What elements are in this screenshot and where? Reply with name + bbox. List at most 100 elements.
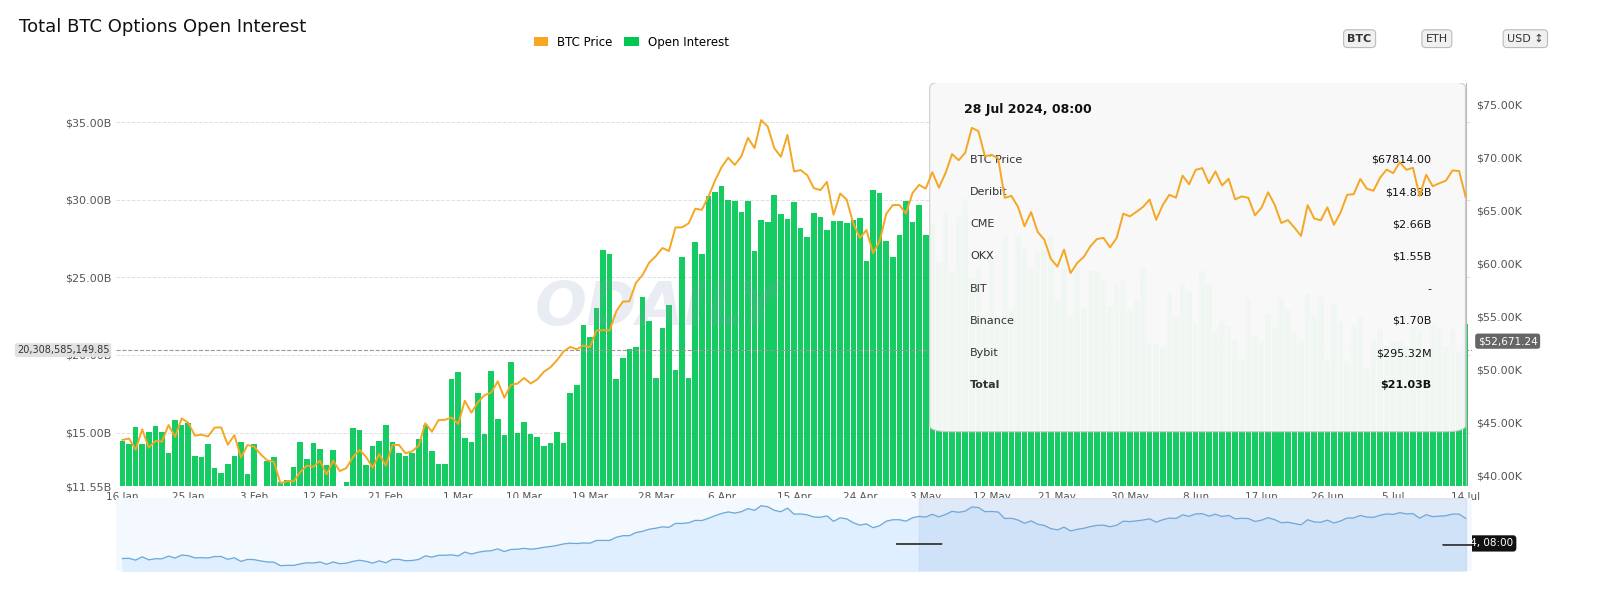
Bar (134, 427, 138, 595)
Bar (1305, 294, 1310, 595)
Bar (1463, 324, 1469, 595)
Bar (792, 202, 796, 595)
Bar (323, 465, 330, 595)
Bar (417, 439, 422, 595)
Bar (198, 457, 204, 595)
Bar (1054, 300, 1060, 595)
Text: 20,308,585,149.85: 20,308,585,149.85 (16, 345, 109, 355)
Bar (1358, 317, 1363, 595)
Bar (1364, 369, 1369, 595)
Text: 28 Jul 2024, 08:00: 28 Jul 2024, 08:00 (964, 104, 1091, 117)
Bar (1331, 305, 1337, 595)
Bar (541, 446, 547, 595)
Bar (870, 190, 875, 595)
Bar (581, 325, 586, 595)
Bar (692, 242, 698, 595)
Bar (515, 433, 520, 595)
Bar (600, 250, 607, 595)
Bar (837, 221, 843, 595)
Bar (370, 446, 375, 595)
Bar (1430, 324, 1435, 595)
Bar (402, 456, 409, 595)
Bar (685, 378, 692, 595)
Bar (1403, 346, 1409, 595)
Text: $21.03B: $21.03B (1381, 380, 1432, 390)
Bar (562, 443, 566, 595)
Bar (679, 256, 685, 595)
Bar (1213, 330, 1218, 595)
Bar (1437, 328, 1442, 595)
Bar (1279, 298, 1284, 595)
Bar (739, 212, 745, 595)
Bar (587, 337, 592, 595)
Bar (468, 442, 475, 595)
Bar (706, 196, 711, 595)
Bar (1397, 341, 1403, 595)
Bar (917, 205, 922, 595)
Bar (698, 254, 705, 595)
Bar (1252, 336, 1258, 595)
Bar (449, 378, 454, 595)
Bar (1028, 268, 1035, 595)
Bar (574, 384, 579, 595)
Bar (673, 370, 679, 595)
Bar (528, 434, 534, 595)
Bar (146, 433, 151, 595)
Text: $1.55B: $1.55B (1392, 252, 1432, 261)
Bar (455, 372, 462, 595)
Bar (238, 442, 243, 595)
Text: ODAILY: ODAILY (536, 279, 782, 339)
Bar (1443, 346, 1448, 595)
Bar (896, 234, 903, 595)
Bar (1199, 271, 1205, 595)
Bar (351, 428, 356, 595)
Bar (798, 228, 803, 595)
Bar (1094, 271, 1099, 595)
Bar (496, 419, 500, 595)
Bar (830, 221, 837, 595)
Bar (924, 235, 928, 595)
Bar (943, 213, 948, 595)
Bar (851, 220, 856, 595)
Bar (930, 224, 935, 595)
Bar (1160, 347, 1165, 595)
Bar (956, 217, 962, 595)
Bar (613, 379, 619, 595)
Bar (909, 222, 916, 595)
Bar (172, 420, 179, 595)
Bar (804, 236, 809, 595)
Bar (257, 486, 264, 595)
Text: BTC: BTC (1347, 34, 1372, 43)
Bar (1418, 331, 1422, 595)
Bar (1345, 361, 1350, 595)
Bar (990, 256, 994, 595)
Text: $52,671.24: $52,671.24 (1477, 336, 1538, 346)
Bar (264, 461, 270, 595)
Text: Binance: Binance (970, 316, 1015, 326)
Text: $67814.00: $67814.00 (1371, 155, 1432, 165)
Bar (508, 362, 513, 595)
Bar (1126, 309, 1133, 595)
Bar (191, 456, 198, 595)
Bar (502, 434, 507, 595)
Bar (811, 213, 817, 595)
Bar (317, 449, 323, 595)
Bar (442, 464, 447, 595)
Bar (1075, 267, 1080, 595)
Bar (278, 482, 283, 595)
Bar (232, 456, 237, 595)
Bar (377, 441, 381, 595)
Bar (489, 371, 494, 595)
Text: $1.70B: $1.70B (1392, 316, 1432, 326)
Bar (475, 393, 481, 595)
Bar (1258, 341, 1265, 595)
Bar (481, 434, 488, 595)
Bar (225, 464, 230, 595)
Bar (996, 316, 1001, 595)
Bar (1035, 251, 1041, 595)
Bar (647, 321, 652, 595)
Bar (1141, 268, 1146, 595)
Text: CME: CME (970, 220, 994, 229)
Bar (824, 230, 830, 595)
Bar (981, 315, 988, 595)
